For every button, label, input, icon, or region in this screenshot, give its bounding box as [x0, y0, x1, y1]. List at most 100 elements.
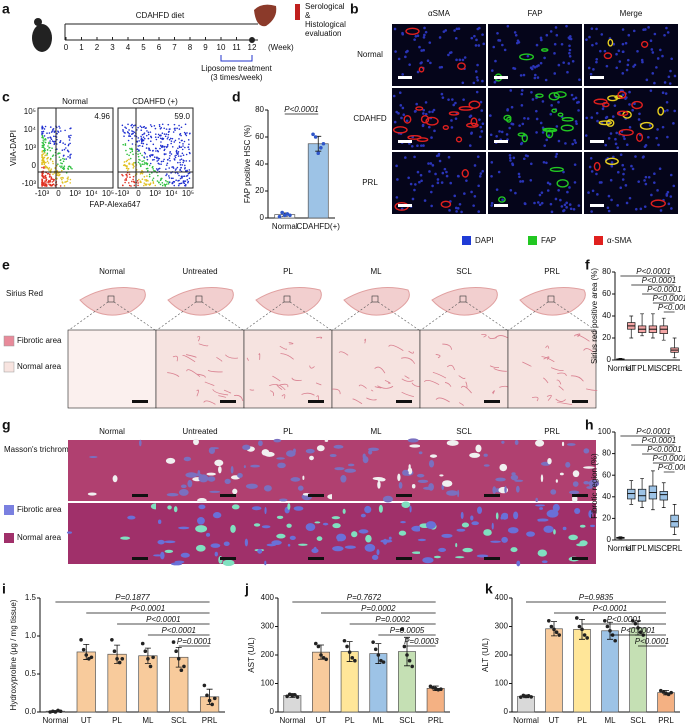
nucleus	[624, 41, 628, 45]
event	[178, 183, 181, 185]
p-value: P<0.0001	[647, 285, 681, 294]
event	[44, 154, 46, 157]
scale-bar	[398, 76, 412, 79]
fiber	[279, 345, 288, 350]
fibrosis	[511, 472, 516, 476]
event	[161, 177, 163, 180]
event	[185, 153, 188, 156]
signal	[605, 157, 619, 166]
nucleus	[669, 195, 673, 198]
fibrosis	[457, 489, 460, 498]
nucleus	[441, 171, 445, 175]
column-header: PRL	[544, 427, 560, 436]
nucleus	[604, 116, 608, 120]
event	[136, 140, 138, 143]
nucleus	[447, 155, 451, 159]
nucleus	[568, 51, 571, 55]
nucleus	[557, 100, 560, 104]
nucleus	[541, 131, 545, 134]
event	[122, 174, 124, 177]
nucleus	[614, 137, 617, 141]
data-point	[316, 151, 321, 155]
nucleus	[404, 55, 407, 59]
nucleus	[509, 159, 512, 162]
event	[141, 178, 144, 181]
p-value: P=0.0001	[177, 637, 211, 646]
fiber	[442, 343, 452, 350]
event	[41, 136, 44, 138]
event	[65, 158, 68, 160]
nucleus	[443, 167, 447, 171]
event	[59, 185, 62, 187]
week-label: 4	[126, 43, 131, 52]
box	[659, 491, 668, 501]
fibrosis	[402, 469, 409, 476]
fibrosis	[264, 560, 267, 566]
nucleus	[432, 108, 436, 112]
fibrosis	[514, 439, 519, 445]
nucleus	[428, 110, 431, 114]
nucleus	[481, 79, 484, 83]
nucleus	[535, 43, 539, 47]
event	[41, 173, 44, 176]
event	[137, 155, 140, 158]
end-dot	[249, 37, 255, 43]
fiber	[491, 390, 495, 395]
signal	[470, 117, 478, 127]
event	[41, 146, 44, 149]
event	[52, 183, 55, 186]
nucleus	[653, 172, 656, 176]
nucleus	[416, 170, 420, 174]
event	[168, 138, 171, 141]
nucleus	[454, 117, 458, 120]
fibrosis	[535, 497, 538, 502]
data-point	[580, 627, 584, 632]
nucleus	[630, 164, 633, 168]
event	[146, 130, 148, 132]
event	[43, 152, 46, 154]
panel-label: h	[585, 417, 594, 433]
event	[44, 141, 47, 144]
event	[67, 168, 70, 170]
nucleus	[509, 89, 513, 92]
fibrosis	[87, 492, 97, 496]
treatment-label: (3 times/week)	[210, 73, 262, 82]
signal	[455, 136, 463, 143]
nucleus	[623, 137, 626, 141]
event	[165, 164, 168, 166]
event	[161, 138, 163, 140]
fibrosis	[516, 560, 521, 567]
nucleus	[535, 131, 538, 134]
event	[49, 181, 51, 183]
mouse-icon	[32, 24, 52, 52]
panel-label: e	[2, 257, 10, 273]
event	[128, 129, 130, 131]
nucleus	[474, 44, 478, 47]
nucleus	[547, 134, 551, 137]
event	[155, 150, 157, 152]
nucleus	[546, 181, 550, 185]
legend-label: FAP	[541, 236, 556, 245]
fibrosis	[477, 506, 483, 514]
column-header: PL	[283, 267, 293, 276]
data-point	[117, 660, 122, 665]
nucleus	[505, 133, 509, 136]
event	[178, 138, 180, 140]
nucleus	[614, 142, 618, 146]
y-tick-label: 60	[255, 132, 264, 141]
event	[132, 162, 135, 164]
event	[177, 150, 180, 153]
nucleus	[475, 76, 479, 79]
fibrosis	[483, 453, 488, 457]
nucleus	[470, 132, 473, 135]
event	[142, 142, 145, 145]
fibrosis	[476, 554, 489, 558]
event	[171, 166, 173, 168]
nucleus	[422, 144, 425, 147]
nucleus	[454, 36, 458, 40]
histology	[68, 503, 156, 564]
nucleus	[543, 56, 546, 60]
nucleus	[595, 111, 599, 115]
nucleus	[474, 70, 478, 73]
event	[52, 173, 54, 175]
